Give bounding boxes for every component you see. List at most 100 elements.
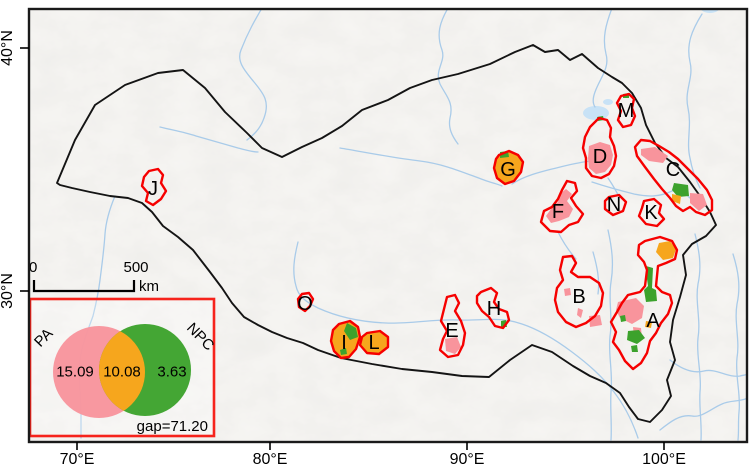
venn-inset: PA NPC 15.09 10.08 3.63 gap=71.20: [29, 297, 217, 438]
scale-bar-start: 0: [29, 259, 37, 276]
venn-pa-value: 15.09: [56, 364, 94, 381]
region-d-outline: [581, 116, 618, 180]
region-e-outline: [438, 293, 467, 359]
x-tick-label: 90°E: [450, 451, 485, 468]
y-tick-label: 40°N: [0, 30, 16, 66]
river: [607, 229, 614, 441]
y-axis: 40°N 30°N: [0, 30, 29, 309]
region-b-label: B: [572, 286, 585, 308]
region-m-outline: [615, 92, 637, 129]
region-o-label: O: [297, 293, 313, 315]
region-j: J: [140, 167, 168, 207]
lake: [583, 106, 609, 120]
region-j-label: J: [148, 178, 158, 200]
region-l-label: L: [368, 332, 379, 354]
region-f-outline: [539, 179, 585, 234]
region-m: M: [615, 92, 637, 129]
region-h-label: H: [487, 298, 501, 320]
region-h: H: [475, 286, 511, 330]
x-tick-label: 100°E: [642, 451, 686, 468]
region-l-outline: [358, 329, 390, 356]
scale-bar: 0 500 km: [29, 259, 159, 295]
region-a-outline: [609, 235, 679, 371]
region-c-outline: [633, 138, 714, 217]
venn-overlap-lens: [99, 326, 145, 416]
region-o-outline: [296, 291, 315, 313]
region-a: A: [609, 235, 679, 371]
region-i: I: [329, 319, 362, 360]
region-b-pa-fill: [564, 288, 571, 296]
protected-area-regions: J O I L E: [140, 92, 714, 371]
region-e: E: [438, 293, 467, 359]
region-l: L: [358, 329, 390, 356]
region-a-overlap-fill: [656, 241, 676, 260]
region-k: K: [637, 197, 666, 228]
region-n: N: [603, 193, 628, 217]
x-tick-label: 70°E: [60, 451, 95, 468]
river: [592, 251, 600, 295]
lake: [700, 9, 720, 13]
venn-gap-value: gap=71.20: [137, 418, 208, 435]
region-d: D: [581, 116, 618, 180]
region-g-npc-fill: [494, 151, 523, 184]
region-a-green-fill: [627, 330, 645, 344]
scale-bar-unit: km: [139, 278, 159, 295]
river: [339, 147, 503, 187]
region-c-green-fill: [672, 183, 689, 197]
region-d-label: D: [593, 146, 607, 168]
region-a-green-fill: [620, 315, 626, 322]
river: [511, 160, 593, 185]
region-a-overlap-fill: [645, 321, 652, 328]
region-h-outline: [475, 286, 511, 330]
river: [239, 9, 268, 141]
region-a-label: A: [646, 310, 660, 332]
map-frame: [27, 7, 749, 444]
region-c-label: C: [666, 159, 680, 181]
region-c: C: [633, 138, 714, 217]
region-f-pa-fill: [546, 189, 573, 223]
x-axis: 70°E 80°E 90°E 100°E: [60, 442, 686, 468]
region-b-outline: [553, 254, 605, 329]
river: [669, 359, 747, 377]
region-c-pa-fill: [641, 147, 668, 163]
venn-npc-value: 3.63: [157, 364, 186, 381]
region-f-label: F: [552, 201, 564, 223]
scale-bar-line: [32, 280, 136, 293]
region-c-overlap-fill: [672, 194, 681, 204]
river: [437, 9, 459, 145]
region-n-outline: [603, 193, 628, 217]
region-i-green-fill: [340, 348, 347, 355]
lake: [603, 99, 613, 105]
river: [659, 397, 747, 431]
river: [592, 9, 613, 108]
region-c-pa-fill: [690, 193, 707, 211]
region-b-pa-fill: [577, 308, 583, 318]
region-g-outline: [492, 149, 525, 186]
x-tick-label: 80°E: [253, 451, 288, 468]
region-e-pa-fill: [445, 337, 461, 354]
map-area: J O I L E: [29, 9, 747, 442]
scale-bar-end: 500: [123, 259, 148, 276]
region-k-label: K: [644, 202, 658, 224]
region-n-label: N: [607, 194, 621, 216]
river: [694, 233, 702, 441]
region-m-label: M: [618, 100, 635, 122]
region-a-green-fill: [631, 345, 638, 352]
river: [159, 126, 259, 153]
region-j-outline: [140, 167, 168, 207]
region-g-label: G: [500, 159, 516, 181]
region-k-outline: [637, 197, 666, 228]
river: [557, 231, 577, 260]
region-l-npc-fill: [360, 331, 388, 354]
region-b: B: [553, 254, 605, 329]
region-e-label: E: [445, 320, 458, 342]
river: [686, 13, 703, 189]
region-i-outline: [329, 319, 362, 360]
venn-overlap-value: 10.08: [103, 364, 141, 381]
plateau-boundary: [56, 44, 717, 423]
region-i-green-fill: [344, 323, 358, 340]
region-i-label: I: [341, 332, 347, 354]
river: [732, 253, 741, 441]
